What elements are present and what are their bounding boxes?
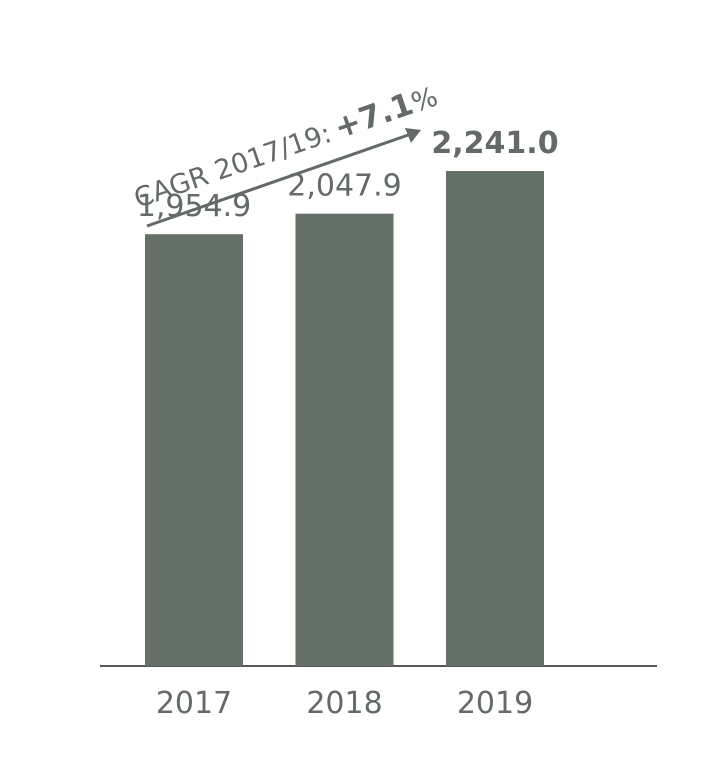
cagr-arrowhead bbox=[405, 128, 421, 143]
bar bbox=[446, 171, 544, 666]
value-label: 2,241.0 bbox=[431, 126, 558, 161]
bar bbox=[295, 213, 394, 667]
bar bbox=[145, 234, 243, 667]
value-label: 2,047.9 bbox=[287, 169, 402, 204]
x-tick-label: 2017 bbox=[156, 686, 232, 721]
x-tick-label: 2019 bbox=[457, 686, 533, 721]
cagr-arrow bbox=[146, 131, 415, 228]
value-label: 1,954.9 bbox=[137, 189, 252, 224]
x-tick-label: 2018 bbox=[306, 686, 382, 721]
